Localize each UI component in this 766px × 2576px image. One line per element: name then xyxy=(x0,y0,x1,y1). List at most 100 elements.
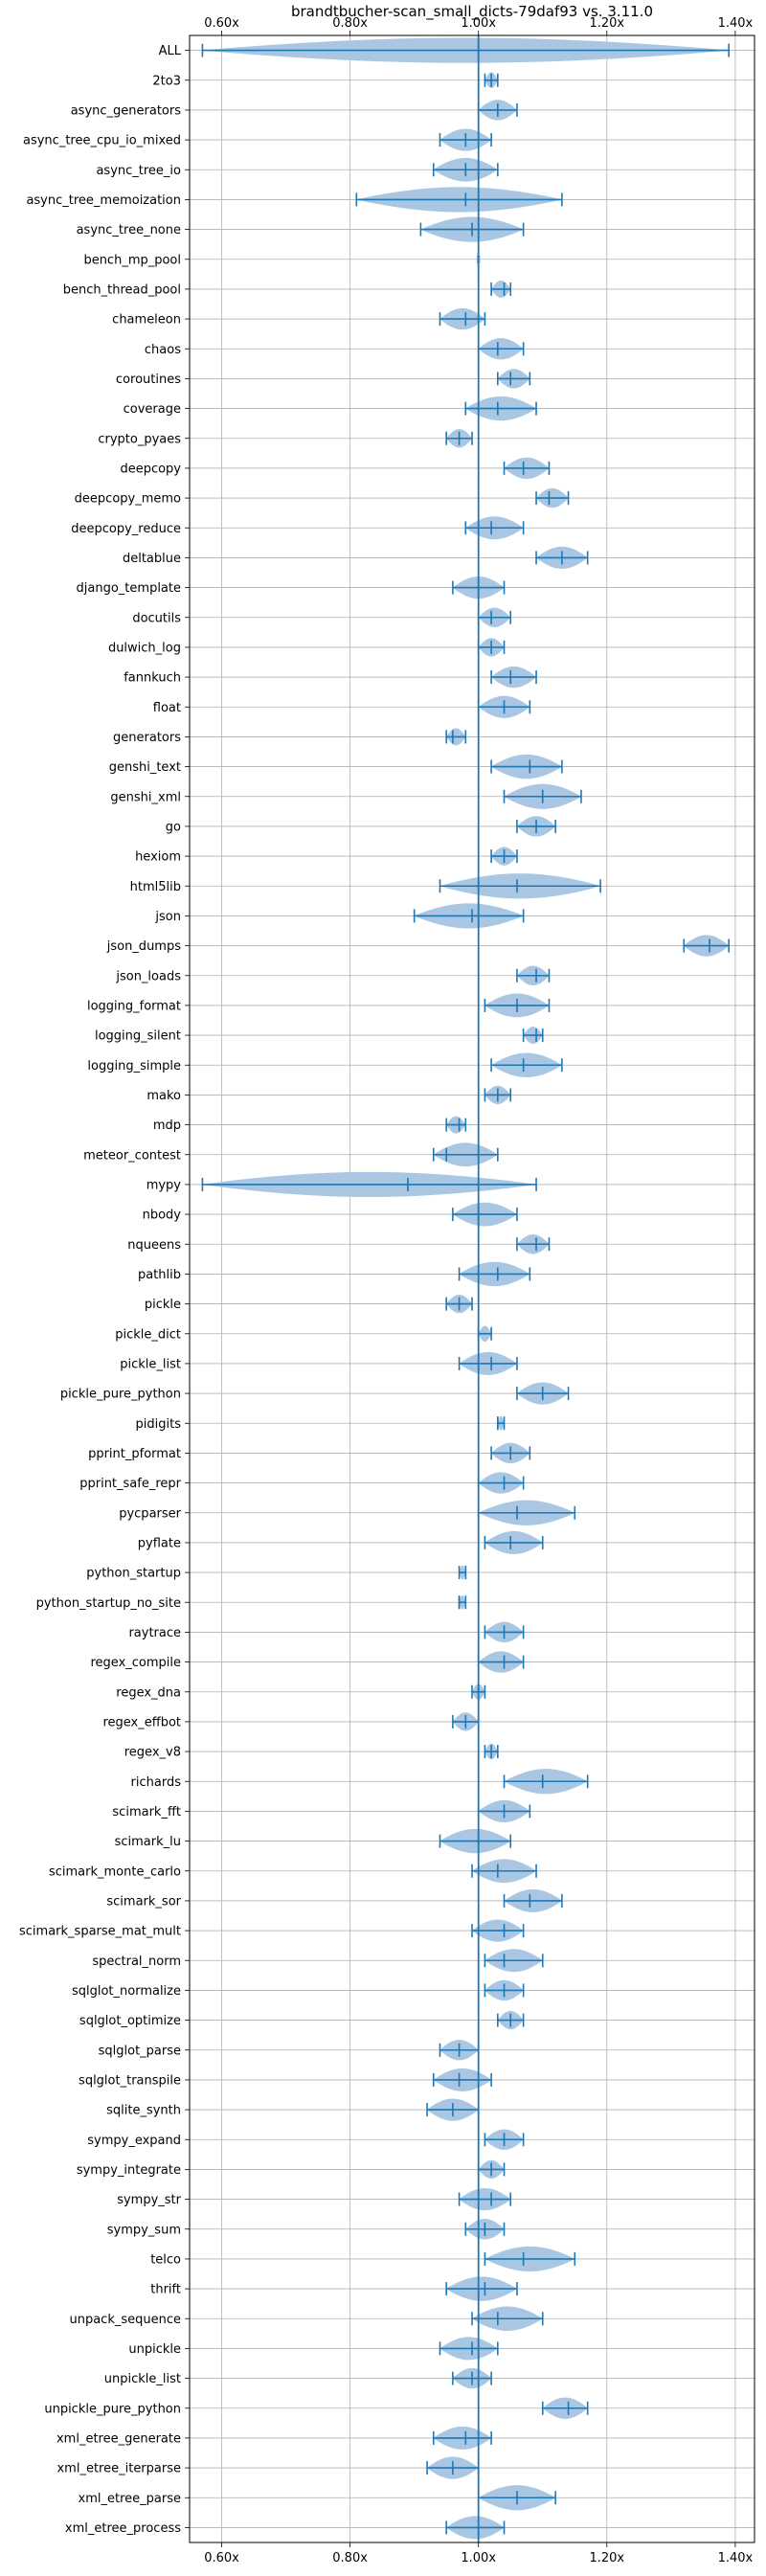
benchmark-label: regex_dna xyxy=(116,1685,181,1700)
benchmark-label: sympy_expand xyxy=(87,2134,181,2148)
benchmark-label: pathlib xyxy=(138,1268,181,1282)
benchmark-label: sympy_str xyxy=(117,2193,181,2207)
benchmark-label: sqlglot_parse xyxy=(99,2044,181,2058)
benchmark-label: unpickle_pure_python xyxy=(44,2402,181,2416)
benchmark-label: unpickle_list xyxy=(104,2372,181,2386)
x-tick-label-top: 1.40x xyxy=(718,16,754,31)
benchmark-label: meteor_contest xyxy=(83,1148,181,1163)
x-tick-label-bottom: 1.40x xyxy=(718,2551,754,2565)
benchmark-label: bench_mp_pool xyxy=(83,253,181,267)
benchmark-label: sqlglot_optimize xyxy=(79,2014,181,2028)
benchmark-label: xml_etree_generate xyxy=(56,2431,181,2446)
range-bar-layer xyxy=(201,43,730,2535)
benchmark-label: xml_etree_parse xyxy=(79,2492,181,2506)
x-tick-label-top: 1.00x xyxy=(461,16,496,31)
benchmark-label: sqlglot_transpile xyxy=(79,2073,181,2088)
benchmark-label: scimark_sor xyxy=(106,1894,181,1909)
benchmark-label: sympy_integrate xyxy=(77,2163,181,2178)
benchmark-label-layer: ALL 2to3 async_generators async_tree_cpu_io… xyxy=(19,44,182,2536)
benchmark-label: sqlite_synth xyxy=(106,2104,181,2118)
x-tick-label-bottom: 1.20x xyxy=(589,2551,624,2565)
benchmark-label: json xyxy=(154,910,181,924)
benchmark-label: fannkuch xyxy=(124,671,181,686)
benchmark-label: scimark_fft xyxy=(112,1805,181,1819)
benchmark-label: ALL xyxy=(159,44,182,58)
benchmark-label: django_template xyxy=(77,581,181,596)
benchmark-label: nbody xyxy=(143,1209,182,1223)
benchmark-label: richards xyxy=(131,1775,182,1790)
benchmark-label: regex_compile xyxy=(90,1656,181,1670)
benchmark-label: float xyxy=(153,701,181,715)
x-tick-label-bottom: 0.60x xyxy=(204,2551,239,2565)
benchmark-label: mypy xyxy=(146,1178,182,1192)
benchmark-label: genshi_text xyxy=(109,760,181,775)
benchmark-label: pickle xyxy=(145,1298,181,1312)
benchmark-label: spectral_norm xyxy=(92,1955,181,1969)
plot-frame xyxy=(189,34,755,2543)
benchmark-label: json_dumps xyxy=(106,939,181,954)
benchmark-label: mdp xyxy=(153,1119,181,1133)
benchmark-label: json_loads xyxy=(115,969,181,983)
benchmark-label: pprint_pformat xyxy=(88,1447,181,1461)
benchmark-label: scimark_lu xyxy=(115,1835,181,1849)
x-tick-label-top: 1.20x xyxy=(589,16,624,31)
x-tick-label-bottom: 1.00x xyxy=(461,2551,496,2565)
benchmark-label: pickle_list xyxy=(120,1357,181,1371)
benchmark-label: python_startup xyxy=(86,1567,181,1581)
x-tick-label-bottom: 0.80x xyxy=(332,2551,368,2565)
x-tick-label-top: 0.80x xyxy=(332,16,368,31)
benchmark-label: genshi_xml xyxy=(110,790,181,804)
benchmark-label: mako xyxy=(146,1089,181,1103)
benchmark-label: hexiom xyxy=(135,850,181,865)
benchmark-label: async_tree_memoization xyxy=(26,193,181,208)
benchmark-label: logging_silent xyxy=(95,1029,181,1044)
benchmark-label: sympy_sum xyxy=(107,2223,181,2237)
benchmark-label: async_tree_io xyxy=(96,164,181,178)
benchmark-label: chameleon xyxy=(112,313,181,328)
benchmark-label: xml_etree_iterparse xyxy=(56,2462,181,2476)
benchmark-label: dulwich_log xyxy=(108,641,181,655)
benchmark-label: nqueens xyxy=(127,1238,181,1253)
benchmark-label: pickle_pure_python xyxy=(60,1388,181,1402)
benchmark-label: generators xyxy=(113,731,181,745)
benchmark-label: unpack_sequence xyxy=(69,2313,181,2327)
benchmark-label: thrift xyxy=(150,2283,181,2297)
benchmark-label: html5lib xyxy=(130,880,181,894)
benchmark-label: regex_effbot xyxy=(102,1715,181,1729)
benchmark-label: scimark_monte_carlo xyxy=(49,1864,181,1879)
benchmark-label: logging_simple xyxy=(87,1059,181,1073)
benchmark-label: xml_etree_process xyxy=(65,2521,181,2536)
benchmark-label: chaos xyxy=(145,343,181,357)
benchmark-label: sqlglot_normalize xyxy=(72,1984,181,1999)
benchmark-label: regex_v8 xyxy=(124,1746,181,1760)
benchmark-label: unpickle xyxy=(128,2342,181,2357)
chart-title: brandtbucher-scan_small_dicts-79daf93 vs… xyxy=(291,3,653,21)
benchmark-label: deepcopy_reduce xyxy=(71,522,181,536)
benchmark-label: pycparser xyxy=(119,1506,181,1521)
benchmark-label: pyflate xyxy=(138,1536,181,1550)
benchmark-label: coverage xyxy=(124,402,181,417)
benchmark-label: 2to3 xyxy=(152,74,181,88)
x-tick-label-top: 0.60x xyxy=(204,16,239,31)
benchmark-label: docutils xyxy=(132,611,181,625)
benchmark-label: coroutines xyxy=(116,373,181,387)
benchmark-label: async_tree_none xyxy=(77,223,181,237)
benchmark-label: logging_format xyxy=(87,999,181,1013)
benchmark-label: async_generators xyxy=(71,103,182,118)
benchmark-label: async_tree_cpu_io_mixed xyxy=(23,134,181,148)
axis-tick-layer: 0.60x 0.60x 0.80x 0.80x 1.00x 1.00x 1.20x 1.20x… xyxy=(185,16,754,2565)
benchmark-label: deepcopy xyxy=(120,462,181,476)
benchmark-label: deltablue xyxy=(123,552,181,566)
benchmark-label: bench_thread_pool xyxy=(63,282,181,297)
benchmark-label: scimark_sparse_mat_mult xyxy=(19,1925,181,1939)
benchmark-label: crypto_pyaes xyxy=(98,432,181,446)
benchmark-label: python_startup_no_site xyxy=(36,1596,181,1611)
benchmark-label: deepcopy_memo xyxy=(75,492,181,507)
benchmark-label: pickle_dict xyxy=(115,1327,181,1342)
benchmark-label: telco xyxy=(150,2252,181,2267)
benchmark-label: go xyxy=(166,820,181,834)
benchmark-label: pidigits xyxy=(136,1417,182,1432)
benchmark-label: pprint_safe_repr xyxy=(79,1477,181,1491)
benchmark-label: raytrace xyxy=(128,1626,181,1640)
